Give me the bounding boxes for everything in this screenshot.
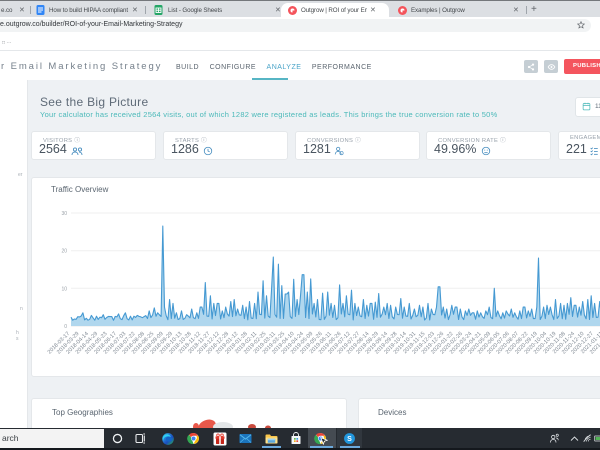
svg-text:30: 30 bbox=[61, 211, 67, 217]
svg-text:20: 20 bbox=[61, 249, 67, 255]
svg-text:0: 0 bbox=[64, 324, 67, 330]
svg-text:10: 10 bbox=[61, 286, 67, 292]
svg-text:S: S bbox=[347, 436, 352, 443]
